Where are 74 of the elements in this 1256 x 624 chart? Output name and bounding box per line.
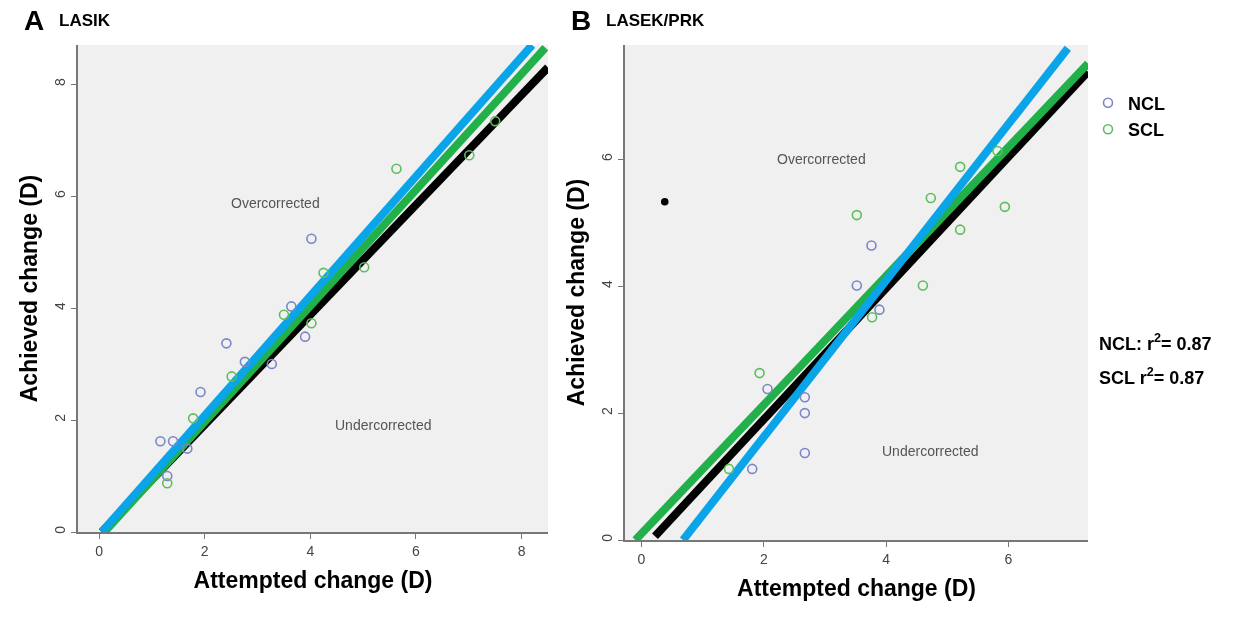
legend-label: SCL <box>1128 120 1164 141</box>
point <box>660 197 669 206</box>
x-tick-label: 4 <box>882 550 891 567</box>
point <box>161 478 173 489</box>
x-tick-label: 6 <box>1004 550 1013 567</box>
point <box>917 280 929 291</box>
point <box>999 201 1011 213</box>
x-tick-label: 6 <box>412 542 421 559</box>
point <box>226 371 237 382</box>
y-tick-label: 6 <box>599 153 616 162</box>
point <box>239 356 251 368</box>
point <box>266 358 278 370</box>
point <box>306 233 317 244</box>
point <box>391 163 402 175</box>
point <box>799 407 811 419</box>
y-tick-label: 4 <box>599 279 616 288</box>
point <box>221 338 232 349</box>
y-tick-label: 2 <box>599 406 616 415</box>
point <box>925 192 937 204</box>
text: SCL r$^{2}$= 0.87 <box>1099 365 1205 388</box>
point <box>799 391 811 403</box>
point <box>754 367 765 379</box>
y-tick-label: 6 <box>52 189 69 198</box>
x-axis-title: Attempted change (D) <box>737 574 976 601</box>
point <box>866 311 878 323</box>
annotation: Overcorrected <box>231 195 320 211</box>
point <box>489 115 501 127</box>
x-axis-title: Attempted change (D) <box>193 566 433 593</box>
point <box>954 161 966 173</box>
point <box>286 301 297 312</box>
y-axis-title: Achieved change (D) <box>563 178 590 407</box>
point <box>954 224 966 235</box>
point <box>182 443 193 454</box>
y-tick-label: 2 <box>52 413 69 422</box>
point <box>278 309 290 321</box>
point <box>358 261 370 273</box>
x-tick-label: 0 <box>95 542 104 559</box>
x-tick-label: 2 <box>200 542 209 559</box>
point <box>851 209 863 221</box>
annotation: Undercorrected <box>882 443 979 459</box>
point <box>874 304 885 315</box>
x-tick-label: 4 <box>306 542 315 559</box>
y-axis-title: Achieved change (D) <box>16 174 43 403</box>
chart-subtitle: LASIK <box>59 11 111 30</box>
point <box>992 145 1003 157</box>
point <box>746 463 758 475</box>
text: NCL: r$^{2}$= 0.87 <box>1099 331 1212 354</box>
y-tick-label: 0 <box>599 533 616 542</box>
x-tick-label: 0 <box>637 550 646 567</box>
y-tick-label: 8 <box>52 77 69 86</box>
point <box>167 436 179 447</box>
x-tick-label: 2 <box>759 550 768 567</box>
point <box>762 383 773 395</box>
point <box>306 317 317 329</box>
point <box>723 463 735 475</box>
chart-title: B <box>571 5 592 36</box>
point <box>851 280 863 291</box>
point <box>187 413 199 424</box>
point <box>318 267 329 279</box>
y-tick-label: 0 <box>52 525 69 534</box>
point <box>299 331 311 342</box>
annotation: Undercorrected <box>335 417 432 433</box>
point <box>161 470 173 482</box>
legend-label: NCL <box>1128 93 1165 114</box>
annotation: Overcorrected <box>777 151 866 167</box>
chart-subtitle: LASEK/PRK <box>606 11 705 30</box>
chart-title: A <box>24 5 45 36</box>
y-tick-label: 4 <box>52 301 69 310</box>
point <box>464 149 475 161</box>
point <box>155 436 166 447</box>
point <box>799 447 811 459</box>
point <box>195 386 206 398</box>
point <box>866 240 877 251</box>
x-tick-label: 8 <box>517 542 526 559</box>
